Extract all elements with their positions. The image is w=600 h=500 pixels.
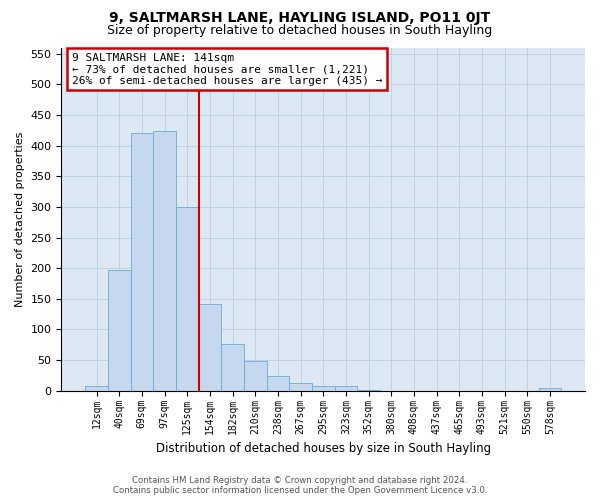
- Bar: [266, 376, 289, 391]
- Bar: [85, 386, 108, 391]
- Bar: [335, 386, 357, 391]
- Bar: [221, 344, 244, 391]
- X-axis label: Distribution of detached houses by size in South Hayling: Distribution of detached houses by size …: [155, 442, 491, 455]
- Bar: [176, 207, 199, 391]
- Bar: [244, 360, 266, 391]
- Bar: [312, 386, 335, 391]
- Bar: [357, 390, 380, 391]
- Y-axis label: Number of detached properties: Number of detached properties: [15, 132, 25, 307]
- Bar: [131, 134, 153, 391]
- Text: 9, SALTMARSH LANE, HAYLING ISLAND, PO11 0JT: 9, SALTMARSH LANE, HAYLING ISLAND, PO11 …: [109, 11, 491, 25]
- Text: 9 SALTMARSH LANE: 141sqm
← 73% of detached houses are smaller (1,221)
26% of sem: 9 SALTMARSH LANE: 141sqm ← 73% of detach…: [72, 52, 382, 86]
- Bar: [199, 304, 221, 391]
- Bar: [289, 384, 312, 391]
- Bar: [153, 131, 176, 391]
- Text: Size of property relative to detached houses in South Hayling: Size of property relative to detached ho…: [107, 24, 493, 37]
- Text: Contains HM Land Registry data © Crown copyright and database right 2024.
Contai: Contains HM Land Registry data © Crown c…: [113, 476, 487, 495]
- Bar: [108, 270, 131, 391]
- Bar: [539, 388, 561, 391]
